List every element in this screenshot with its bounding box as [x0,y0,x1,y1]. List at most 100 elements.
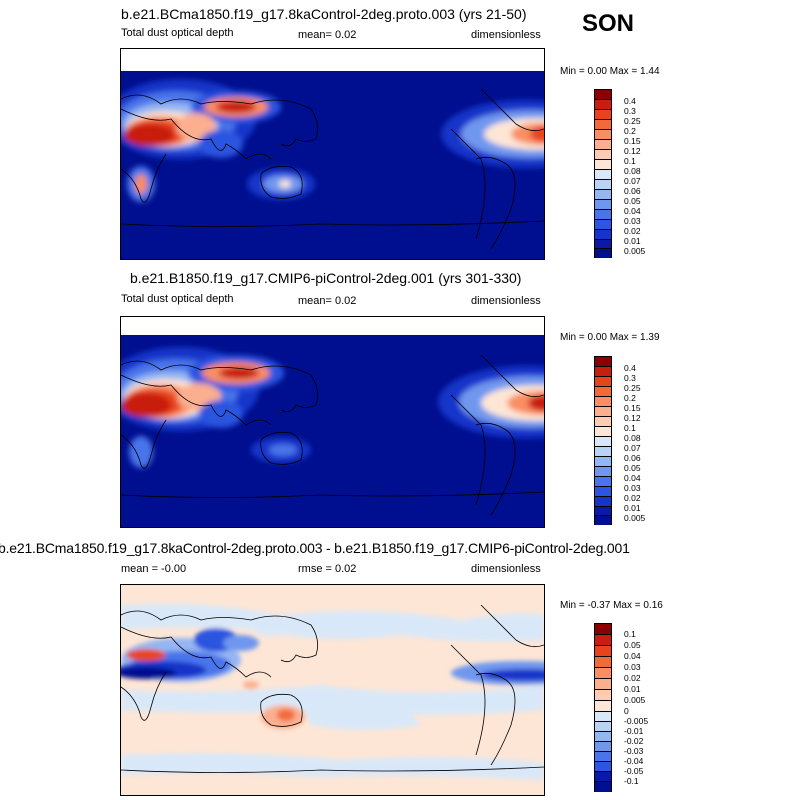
colorbar-tick-label: 0.4 [624,363,636,373]
colorbar-tick-label: 0.03 [624,216,641,226]
panel1-colorbar-swatch [595,249,611,258]
panel1-colorbar-swatch [595,130,611,140]
colorbar-tick-label: 0.01 [624,503,641,513]
colorbar-tick-label: 0.08 [624,433,641,443]
colorbar-tick-label: 0.03 [624,483,641,493]
panel3-colorbar-swatch [595,701,611,712]
panel2-colorbar-swatch [595,367,611,377]
colorbar-tick-label: -0.03 [624,746,644,756]
colorbar-tick-label: 0.08 [624,166,641,176]
colorbar-tick-label: 0.07 [624,443,641,453]
panel1-colorbar [594,89,612,258]
colorbar-tick-label: 0.1 [624,156,636,166]
panel3-colorbar-swatch [595,624,611,635]
panel2-colorbar-swatch [595,447,611,457]
panel1-colorbar-swatch [595,90,611,100]
colorbar-tick-label: 0.12 [624,146,641,156]
colorbar-tick-label: 0.005 [624,695,646,705]
panel1-colorbar-swatch [595,210,611,220]
panel3-colorbar-swatch [595,690,611,701]
colorbar-tick-label: -0.04 [624,756,644,766]
colorbar-tick-label: 0 [624,706,629,716]
panel1-title: b.e21.BCma1850.f19_g17.8kaControl-2deg.p… [121,6,527,22]
panel1-colorbar-swatch [595,200,611,210]
panel3-colorbar [594,623,612,792]
panel3-colorbar-swatch [595,679,611,690]
colorbar-tick-label: 0.07 [624,176,641,186]
colorbar-tick-label: -0.1 [624,776,639,786]
colorbar-tick-label: 0.04 [624,473,641,483]
panel1-colorbar-swatch [595,100,611,110]
panel2-colorbar-swatch [595,467,611,477]
colorbar-tick-label: 0.06 [624,186,641,196]
panel1-variable-label: Total dust optical depth [121,27,234,39]
colorbar-tick-label: 0.05 [624,196,641,206]
panel3-map [120,584,545,796]
panel3-rmse-label: rmse = 0.02 [298,563,357,575]
panel3-colorbar-swatch [595,762,611,772]
colorbar-tick-label: 0.03 [624,662,641,672]
panel2-colorbar-swatch [595,516,611,525]
colorbar-tick-label: 0.06 [624,453,641,463]
colorbar-tick-label: 0.2 [624,126,636,136]
panel3-coastlines [121,604,544,773]
colorbar-tick-label: -0.02 [624,736,644,746]
panel3-mean-label: mean = -0.00 [121,563,187,575]
panel2-colorbar-swatch [595,497,611,507]
panel3-colorbar-swatch [595,635,611,646]
colorbar-tick-label: 0.25 [624,116,641,126]
panel1-colorbar-swatch [595,120,611,130]
panel2-title: b.e21.B1850.f19_g17.CMIP6-piControl-2deg… [130,270,522,286]
colorbar-tick-label: 0.04 [624,651,641,661]
panel3-colorbar-swatch [595,782,611,792]
colorbar-tick-label: 0.25 [624,383,641,393]
panel2-variable-label: Total dust optical depth [121,293,234,305]
panel2-colorbar-swatch [595,357,611,367]
panel1-colorbar-swatch [595,230,611,240]
panel3-colorbar-swatch [595,742,611,752]
panel1-map [120,48,545,260]
panel1-colorbar-swatch [595,240,611,249]
panel2-colorbar-swatch [595,407,611,417]
panel1-colorbar-swatch [595,180,611,190]
colorbar-tick-label: 0.005 [624,246,646,256]
panel2-colorbar-swatch [595,387,611,397]
panel2-colorbar-swatch [595,437,611,447]
colorbar-tick-label: 0.01 [624,236,641,246]
panel3-colorbar-swatch [595,772,611,782]
colorbar-tick-label: 0.4 [624,96,636,106]
panel2-colorbar-swatch [595,427,611,437]
panel2-map [120,316,545,528]
panel1-colorbar-swatch [595,160,611,170]
panel3-colorbar-swatch [595,752,611,762]
panel3-colorbar-swatch [595,732,611,742]
colorbar-tick-label: -0.01 [624,726,644,736]
panel1-missing-polar [121,49,544,71]
panel2-colorbar-swatch [595,417,611,427]
panel2-colorbar-swatch [595,377,611,387]
colorbar-tick-label: 0.005 [624,513,646,523]
panel1-units-label: dimensionless [471,29,541,41]
colorbar-tick-label: 0.05 [624,640,641,650]
colorbar-tick-label: 0.3 [624,373,636,383]
panel2-units-label: dimensionless [471,295,541,307]
panel2-colorbar-swatch [595,477,611,487]
panel1-colorbar-swatch [595,110,611,120]
panel3-minmax: Min = -0.37 Max = 0.16 [560,600,663,611]
colorbar-tick-label: 0.15 [624,136,641,146]
panel1-colorbar-swatch [595,170,611,180]
colorbar-tick-label: -0.005 [624,716,649,726]
colorbar-tick-label: 0.02 [624,673,641,683]
panel3-colorbar-swatch [595,657,611,668]
panel3-title: b.e21.BCma1850.f19_g17.8kaControl-2deg.p… [0,540,630,556]
colorbar-tick-label: 0.01 [624,684,641,694]
panel2-colorbar-swatch [595,507,611,516]
panel2-minmax: Min = 0.00 Max = 1.39 [560,332,660,343]
panel2-colorbar-swatch [595,397,611,407]
panel2-colorbar-swatch [595,457,611,467]
panel3-colorbar-swatch [595,712,611,722]
panel1-minmax: Min = 0.00 Max = 1.44 [560,66,660,77]
panel2-colorbar-swatch [595,487,611,497]
colorbar-tick-label: -0.05 [624,766,644,776]
panel1-colorbar-swatch [595,140,611,150]
